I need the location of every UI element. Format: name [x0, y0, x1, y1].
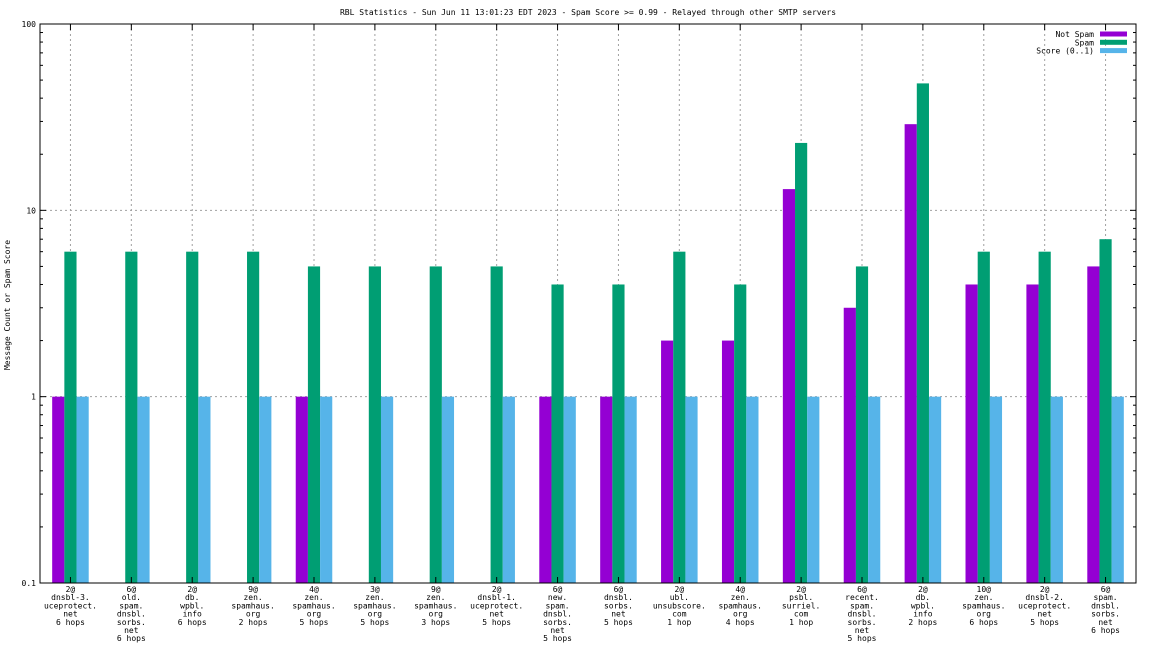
bar [855, 266, 869, 583]
bar [673, 251, 686, 584]
bar [429, 266, 442, 583]
bar [1038, 251, 1051, 584]
bar [563, 396, 576, 583]
bar [734, 284, 747, 583]
bar [502, 396, 515, 583]
x-tick-label: 2@ dnsbl-3. uceprotect. net 6 hops [44, 585, 97, 627]
bar [125, 251, 138, 584]
bar [137, 396, 150, 583]
bar [868, 396, 881, 583]
legend-label: Not Spam [1055, 30, 1094, 39]
bar [965, 284, 978, 583]
y-axis-title: Message Count or Spam Score [3, 240, 12, 370]
x-tick-label: 6@ recent. spam. dnsbl. sorbs. net 5 hops [845, 585, 879, 643]
plot-frame [39, 23, 1137, 584]
x-axis-labels: 2@ dnsbl-3. uceprotect. net 6 hops 6@ old. spam… [44, 585, 1120, 643]
x-tick-label: 2@ db. wpbl. info 6 hops [178, 585, 207, 627]
bar [64, 251, 77, 584]
bar [1087, 266, 1100, 583]
legend-label: Spam [1075, 38, 1094, 47]
bar [52, 396, 65, 583]
x-tick-label: 6@ spam. dnsbl. sorbs. net 6 hops [1091, 585, 1120, 635]
bar [843, 307, 856, 583]
bar [441, 396, 455, 583]
bar [807, 396, 820, 583]
x-tick-label: 2@ db. wpbl. info 2 hops [908, 585, 937, 627]
bar [198, 396, 211, 583]
legend-swatch [1100, 39, 1127, 45]
chart-title: RBL Statistics - Sun Jun 11 13:01:23 EDT… [340, 8, 836, 17]
x-tick-label: 2@ dnsbl-1. uceprotect. net 5 hops [470, 585, 523, 627]
legend-label: Score (0..1) [1036, 47, 1094, 56]
bar [661, 340, 674, 583]
x-tick-label: 2@ dnsbl-2. uceprotect. net 5 hops [1018, 585, 1071, 627]
y-tick-label: 10 [26, 206, 36, 215]
bar [721, 340, 735, 583]
bar [368, 266, 381, 583]
bar [1050, 396, 1063, 583]
bar [247, 251, 260, 584]
bar [1026, 284, 1039, 583]
x-tick-label: 9@ zen. spamhaus. org 2 hops [231, 585, 274, 627]
bar [612, 284, 625, 583]
x-tick-label: 4@ zen. spamhaus. org 5 hops [292, 585, 335, 627]
bar [782, 189, 796, 584]
bar [307, 266, 321, 583]
x-tick-label: 2@ psbl. surriel. com 1 hop [782, 585, 821, 627]
x-tick-label: 2@ ubl. unsubscore. com 1 hop [653, 585, 706, 627]
x-tick-label: 3@ zen. spamhaus. org 5 hops [353, 585, 396, 627]
bar [1099, 239, 1112, 584]
bar [904, 124, 917, 584]
bar [928, 396, 942, 583]
x-tick-label: 9@ zen. spamhaus. org 3 hops [414, 585, 457, 627]
bar [977, 251, 990, 584]
legend-swatch [1100, 48, 1127, 54]
bar [186, 251, 199, 584]
y-tick-label: 100 [22, 20, 37, 29]
x-tick-label: 4@ zen. spamhaus. org 4 hops [719, 585, 762, 627]
bar [320, 396, 333, 583]
bars [52, 83, 1124, 584]
bar [989, 396, 1003, 583]
bar [916, 83, 929, 583]
x-tick-label: 6@ old. spam. dnsbl. sorbs. net 6 hops [117, 585, 146, 643]
bar [490, 266, 503, 583]
y-tick-label: 0.1 [22, 579, 37, 588]
bar [539, 396, 552, 583]
bar [600, 396, 613, 583]
bar [551, 284, 564, 583]
bar [746, 396, 759, 583]
y-tick-label: 1 [31, 393, 36, 402]
bar [259, 396, 272, 583]
bar [1111, 396, 1124, 583]
bar [76, 396, 89, 583]
x-tick-label: 10@ zen. spamhaus. org 6 hops [962, 585, 1005, 627]
bar [295, 396, 308, 583]
bar [624, 396, 637, 583]
axis-ticks: 0.1 1 10 100 [22, 20, 1136, 588]
bar [685, 396, 698, 583]
legend-swatch [1100, 31, 1127, 37]
bar [795, 142, 808, 583]
x-tick-label: 6@ new. spam. dnsbl. sorbs. net 5 hops [543, 585, 572, 643]
x-tick-label: 6@ dnsbl. sorbs. net 5 hops [604, 585, 633, 627]
bar [380, 396, 394, 583]
